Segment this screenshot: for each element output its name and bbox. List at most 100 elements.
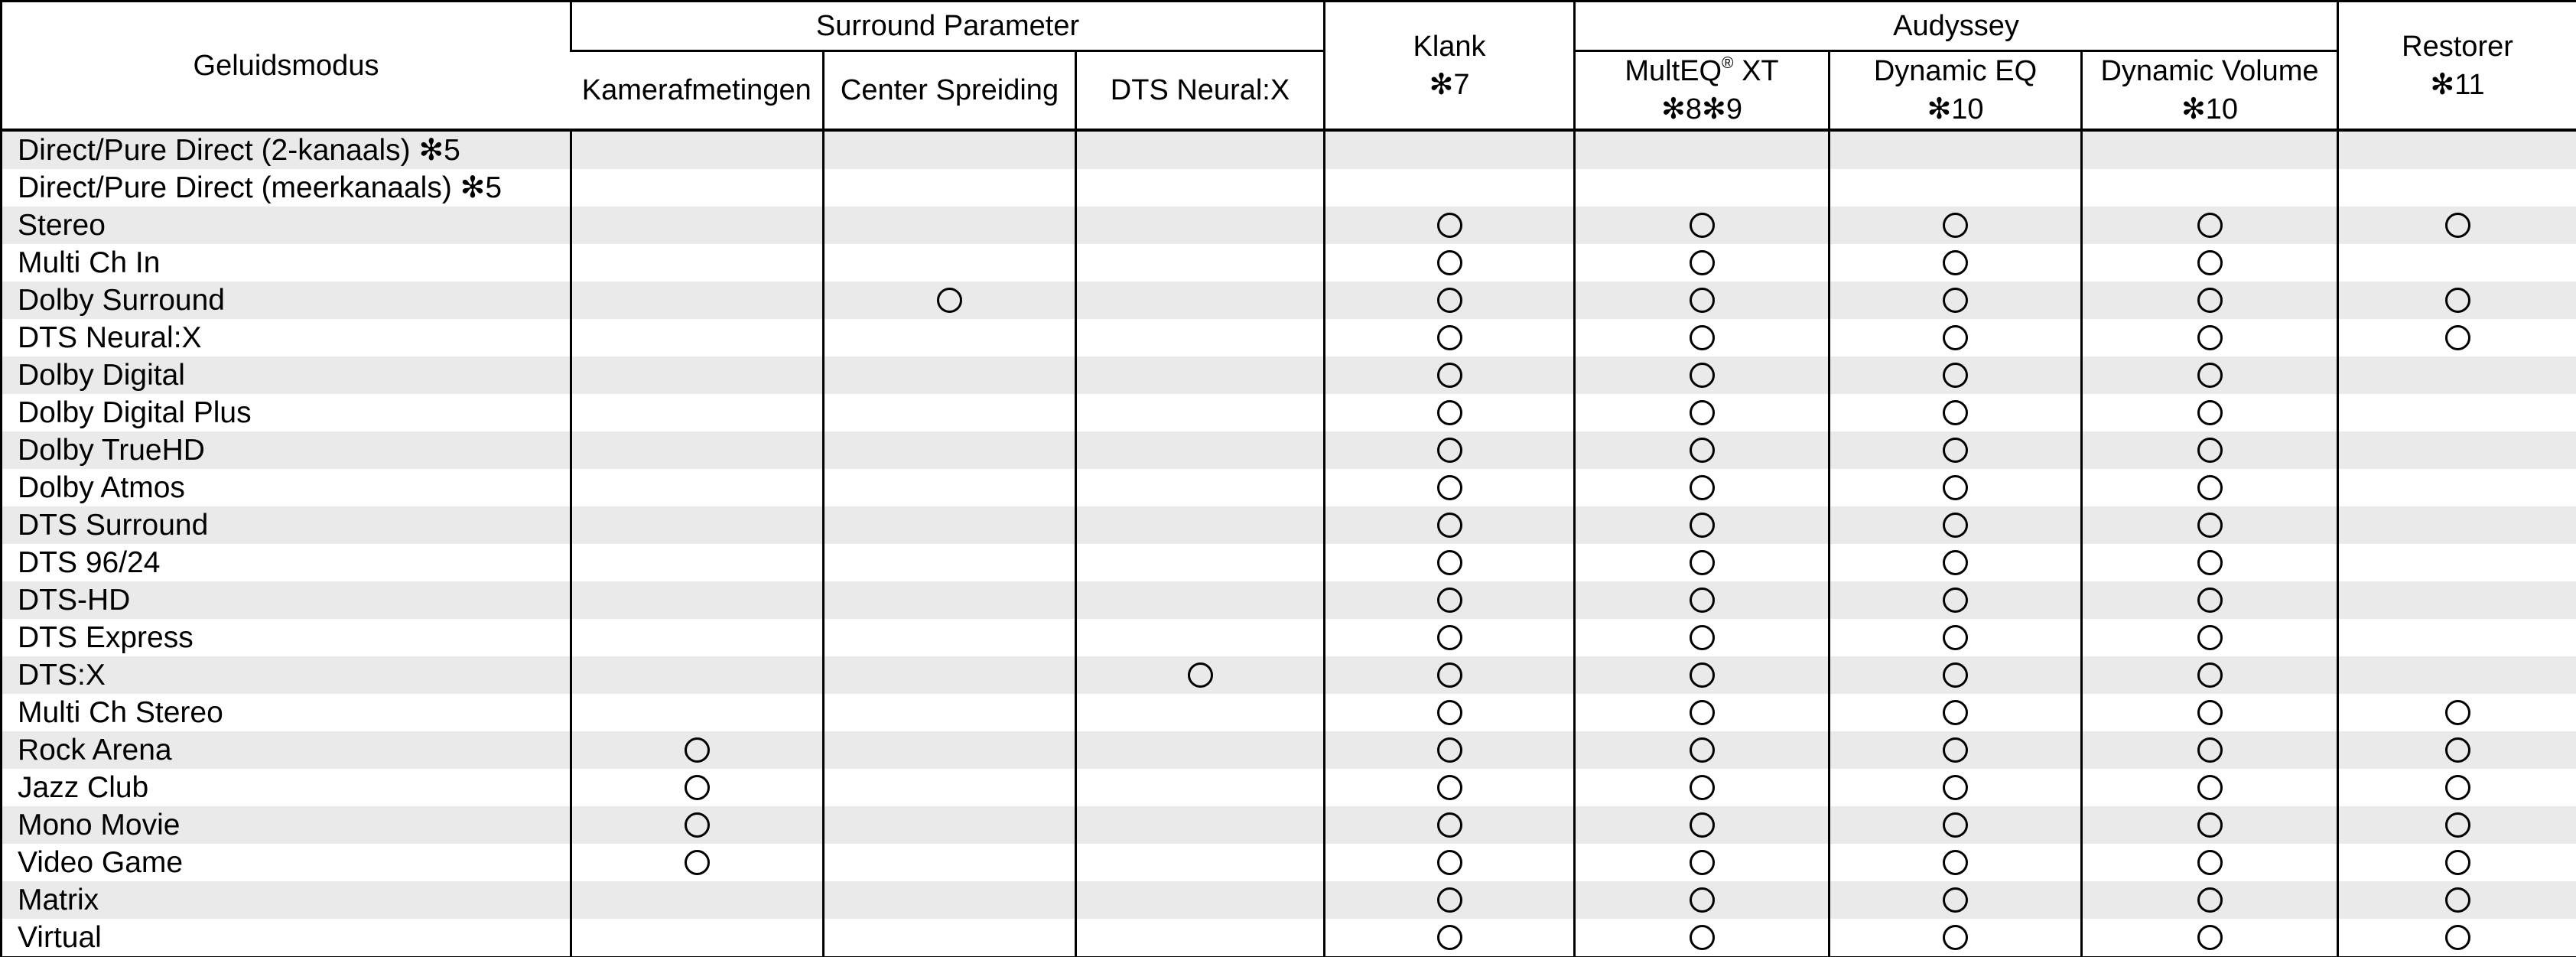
table-row: Stereo: [1, 207, 2576, 245]
availability-cell-dynamic_eq: [1828, 282, 2082, 320]
availability-circle-icon: [2197, 850, 2223, 876]
header-multeq-xt: MultEQ® XT ✻8✻9: [1573, 50, 1830, 131]
availability-cell-restorer: [2337, 469, 2576, 507]
header-klank: Klank ✻7: [1323, 1, 1575, 131]
table-row: Direct/Pure Direct (2-kanaals) ✻5: [1, 130, 2576, 170]
availability-cell-multeq_xt: [1573, 731, 1830, 770]
availability-cell-kamerafmetingen: [570, 656, 824, 695]
sound-mode-label: Direct/Pure Direct (2-kanaals) ✻5: [1, 130, 571, 170]
header-dynamic-volume-title: Dynamic Volume: [2100, 55, 2319, 87]
availability-cell-kamerafmetingen: [570, 244, 824, 282]
availability-circle-icon: [1943, 850, 1968, 876]
availability-cell-dts_neural_x: [1075, 731, 1325, 770]
availability-cell-center_spreiding: [822, 881, 1076, 920]
availability-cell-dts_neural_x: [1075, 844, 1325, 882]
availability-circle-icon: [1943, 213, 1968, 239]
availability-circle-icon: [685, 775, 710, 801]
sound-mode-label: DTS Neural:X: [1, 319, 571, 357]
availability-cell-center_spreiding: [822, 169, 1076, 207]
availability-cell-klank: [1323, 919, 1575, 957]
availability-circle-icon: [685, 812, 710, 838]
availability-circle-icon: [1689, 700, 1715, 726]
availability-cell-restorer: [2337, 806, 2576, 845]
availability-circle-icon: [1943, 400, 1968, 426]
availability-circle-icon: [1689, 925, 1715, 951]
availability-circle-icon: [1943, 887, 1968, 913]
table-body: Direct/Pure Direct (2-kanaals) ✻5 Direct/…: [1, 130, 2576, 957]
availability-circle-icon: [1689, 325, 1715, 351]
header-dts-neural-x: DTS Neural:X: [1075, 50, 1325, 131]
availability-cell-center_spreiding: [822, 619, 1076, 657]
availability-circle-icon: [2444, 887, 2470, 913]
availability-cell-dynamic_volume: [2080, 130, 2338, 170]
availability-cell-kamerafmetingen: [570, 769, 824, 807]
availability-circle-icon: [1689, 588, 1715, 614]
header-multeq-suffix: XT: [1733, 55, 1779, 87]
availability-cell-multeq_xt: [1573, 544, 1830, 582]
availability-cell-center_spreiding: [822, 694, 1076, 732]
sound-mode-label: DTS 96/24: [1, 544, 571, 582]
availability-cell-dynamic_volume: [2080, 544, 2338, 582]
availability-cell-dts_neural_x: [1075, 769, 1325, 807]
availability-cell-restorer: [2337, 394, 2576, 432]
availability-cell-multeq_xt: [1573, 394, 1830, 432]
availability-cell-kamerafmetingen: [570, 881, 824, 920]
header-dynamic-eq-title: Dynamic EQ: [1873, 55, 2038, 87]
availability-circle-icon: [1689, 513, 1715, 539]
availability-cell-dynamic_eq: [1828, 356, 2082, 395]
availability-cell-dts_neural_x: [1075, 656, 1325, 695]
sound-mode-label: Virtual: [1, 919, 571, 957]
registered-trademark-symbol: ®: [1722, 54, 1734, 72]
availability-circle-icon: [1689, 775, 1715, 801]
header-row-subcolumns: Kamerafmetingen Center Spreiding DTS Neu…: [2, 50, 2576, 131]
availability-circle-icon: [1436, 400, 1462, 426]
availability-cell-center_spreiding: [822, 394, 1076, 432]
availability-cell-dynamic_eq: [1828, 806, 2082, 845]
header-multeq-footnote: ✻8✻9: [1661, 93, 1742, 126]
availability-cell-restorer: [2337, 844, 2576, 882]
availability-cell-dts_neural_x: [1075, 619, 1325, 657]
availability-cell-klank: [1323, 356, 1575, 395]
header-klank-footnote: ✻7: [1429, 68, 1470, 101]
availability-cell-dts_neural_x: [1075, 282, 1325, 320]
availability-cell-restorer: [2337, 319, 2576, 357]
availability-circle-icon: [1943, 513, 1968, 539]
header-group-audyssey: Audyssey: [1573, 1, 2338, 52]
availability-circle-icon: [1436, 850, 1462, 876]
availability-cell-dts_neural_x: [1075, 544, 1325, 582]
availability-circle-icon: [1689, 662, 1715, 688]
availability-cell-center_spreiding: [822, 207, 1076, 245]
availability-cell-restorer: [2337, 356, 2576, 395]
availability-cell-dynamic_eq: [1828, 469, 2082, 507]
availability-cell-dynamic_eq: [1828, 656, 2082, 695]
availability-circle-icon: [1689, 363, 1715, 389]
header-sound-mode: Geluidsmodus: [1, 1, 571, 131]
availability-circle-icon: [2197, 775, 2223, 801]
availability-cell-dts_neural_x: [1075, 130, 1325, 170]
availability-cell-dynamic_volume: [2080, 769, 2338, 807]
sound-mode-label: Dolby Atmos: [1, 469, 571, 507]
availability-cell-kamerafmetingen: [570, 169, 824, 207]
header-multeq-xt-title: MultEQ® XT: [1577, 52, 1829, 90]
availability-circle-icon: [1436, 250, 1462, 276]
availability-circle-icon: [1436, 550, 1462, 576]
availability-cell-dynamic_volume: [2080, 244, 2338, 282]
availability-circle-icon: [2197, 513, 2223, 539]
availability-circle-icon: [1436, 887, 1462, 913]
availability-circle-icon: [2197, 550, 2223, 576]
availability-cell-dynamic_eq: [1828, 619, 2082, 657]
sound-mode-label: Multi Ch In: [1, 244, 571, 282]
availability-circle-icon: [2444, 812, 2470, 838]
availability-circle-icon: [1689, 400, 1715, 426]
availability-cell-multeq_xt: [1573, 130, 1830, 170]
availability-cell-kamerafmetingen: [570, 844, 824, 882]
header-group-surround-parameter: Surround Parameter: [570, 1, 1325, 52]
sound-mode-label: Mono Movie: [1, 806, 571, 845]
availability-circle-icon: [685, 850, 710, 876]
availability-circle-icon: [1689, 250, 1715, 276]
availability-cell-multeq_xt: [1573, 656, 1830, 695]
availability-cell-klank: [1323, 619, 1575, 657]
availability-cell-center_spreiding: [822, 244, 1076, 282]
availability-circle-icon: [2197, 213, 2223, 239]
availability-circle-icon: [1436, 325, 1462, 351]
